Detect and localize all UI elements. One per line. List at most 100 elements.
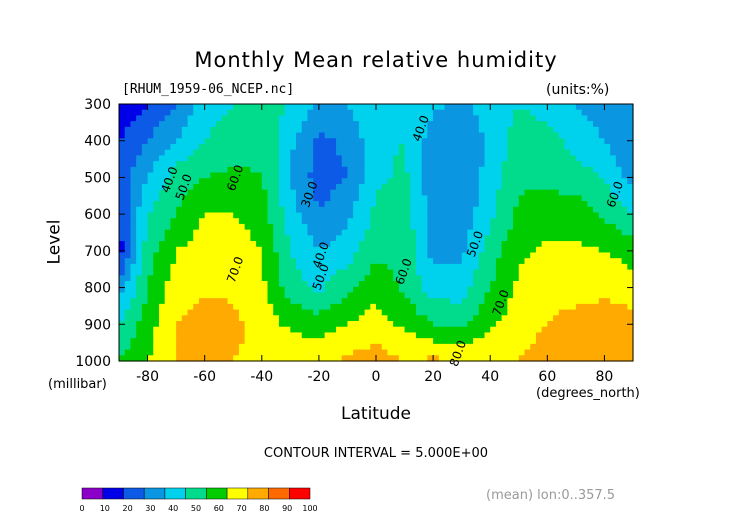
field-cell bbox=[193, 104, 200, 111]
field-cell bbox=[513, 246, 520, 254]
field-cell bbox=[147, 132, 154, 139]
field-cell bbox=[393, 326, 400, 334]
field-cell bbox=[296, 132, 303, 139]
field-cell bbox=[370, 252, 377, 259]
field-cell bbox=[187, 201, 194, 208]
field-cell bbox=[484, 349, 491, 356]
field-cell bbox=[461, 166, 468, 174]
field-cell bbox=[381, 201, 389, 208]
field-cell bbox=[250, 206, 257, 214]
field-cell bbox=[193, 121, 200, 128]
field-cell bbox=[147, 343, 154, 351]
field-cell bbox=[461, 115, 468, 122]
field-cell bbox=[136, 332, 143, 339]
field-cell bbox=[330, 149, 337, 156]
field-cell bbox=[341, 269, 349, 276]
field-cell bbox=[615, 349, 623, 356]
field-cell bbox=[513, 275, 520, 282]
field-cell bbox=[535, 349, 543, 356]
field-cell bbox=[575, 121, 583, 128]
field-cell bbox=[478, 201, 486, 208]
field-cell bbox=[558, 155, 566, 162]
field-cell bbox=[570, 138, 577, 145]
field-cell bbox=[444, 178, 451, 185]
field-cell bbox=[324, 263, 331, 271]
field-cell bbox=[513, 332, 520, 339]
field-cell bbox=[495, 189, 503, 196]
field-cell bbox=[347, 286, 354, 294]
field-cell bbox=[364, 343, 371, 351]
field-cell bbox=[581, 149, 588, 156]
field-cell bbox=[210, 303, 217, 311]
field-cell bbox=[490, 252, 497, 259]
field-cell bbox=[524, 166, 531, 174]
field-cell bbox=[387, 258, 394, 265]
field-cell bbox=[210, 269, 217, 276]
field-cell bbox=[261, 343, 269, 351]
field-cell bbox=[296, 121, 303, 128]
field-cell bbox=[604, 235, 611, 242]
field-cell bbox=[170, 326, 177, 334]
field-cell bbox=[233, 332, 240, 339]
field-cell bbox=[284, 303, 291, 311]
field-cell bbox=[147, 183, 154, 191]
field-cell bbox=[381, 161, 389, 168]
field-cell bbox=[296, 143, 303, 151]
field-cell bbox=[581, 155, 588, 162]
field-cell bbox=[290, 332, 297, 339]
field-cell bbox=[330, 229, 337, 236]
field-cell bbox=[256, 109, 263, 117]
field-cell bbox=[250, 138, 257, 145]
field-cell bbox=[238, 195, 246, 202]
field-cell bbox=[415, 229, 423, 236]
field-cell bbox=[398, 286, 406, 294]
field-cell bbox=[296, 161, 303, 168]
field-cell bbox=[598, 292, 606, 299]
field-cell bbox=[261, 241, 269, 248]
field-cell bbox=[587, 155, 594, 162]
field-cell bbox=[535, 315, 543, 322]
field-cell bbox=[621, 155, 628, 162]
field-cell bbox=[210, 149, 217, 156]
field-cell bbox=[450, 332, 457, 339]
field-cell bbox=[290, 121, 297, 128]
field-cell bbox=[593, 183, 600, 191]
field-cell bbox=[524, 201, 531, 208]
field-cell bbox=[119, 241, 126, 248]
field-cell bbox=[267, 303, 274, 311]
field-cell bbox=[347, 269, 354, 276]
field-cell bbox=[273, 155, 280, 162]
field-cell bbox=[598, 355, 606, 362]
field-cell bbox=[627, 178, 634, 185]
field-cell bbox=[376, 343, 383, 351]
field-cell bbox=[558, 109, 566, 117]
field-cell bbox=[313, 166, 320, 174]
field-cell bbox=[170, 138, 177, 145]
field-cell bbox=[467, 132, 474, 139]
field-cell bbox=[518, 143, 526, 151]
field-cell bbox=[627, 104, 634, 111]
field-cell bbox=[170, 143, 177, 151]
field-cell bbox=[421, 212, 428, 219]
field-cell bbox=[484, 326, 491, 334]
field-cell bbox=[461, 143, 468, 151]
field-cell bbox=[575, 109, 583, 117]
field-cell bbox=[318, 149, 326, 156]
field-cell bbox=[244, 269, 251, 276]
field-cell bbox=[364, 155, 371, 162]
field-cell bbox=[433, 355, 440, 362]
field-cell bbox=[187, 343, 194, 351]
field-cell bbox=[290, 338, 297, 345]
field-cell bbox=[581, 286, 588, 294]
field-cell bbox=[233, 138, 240, 145]
field-cell bbox=[238, 321, 246, 328]
field-cell bbox=[410, 143, 417, 151]
field-cell bbox=[398, 201, 406, 208]
field-cell bbox=[518, 166, 526, 174]
field-cell bbox=[575, 338, 583, 345]
field-cell bbox=[278, 206, 286, 214]
field-cell bbox=[141, 166, 149, 174]
field-cell bbox=[170, 343, 177, 351]
field-cell bbox=[278, 121, 286, 128]
field-cell bbox=[518, 343, 526, 351]
